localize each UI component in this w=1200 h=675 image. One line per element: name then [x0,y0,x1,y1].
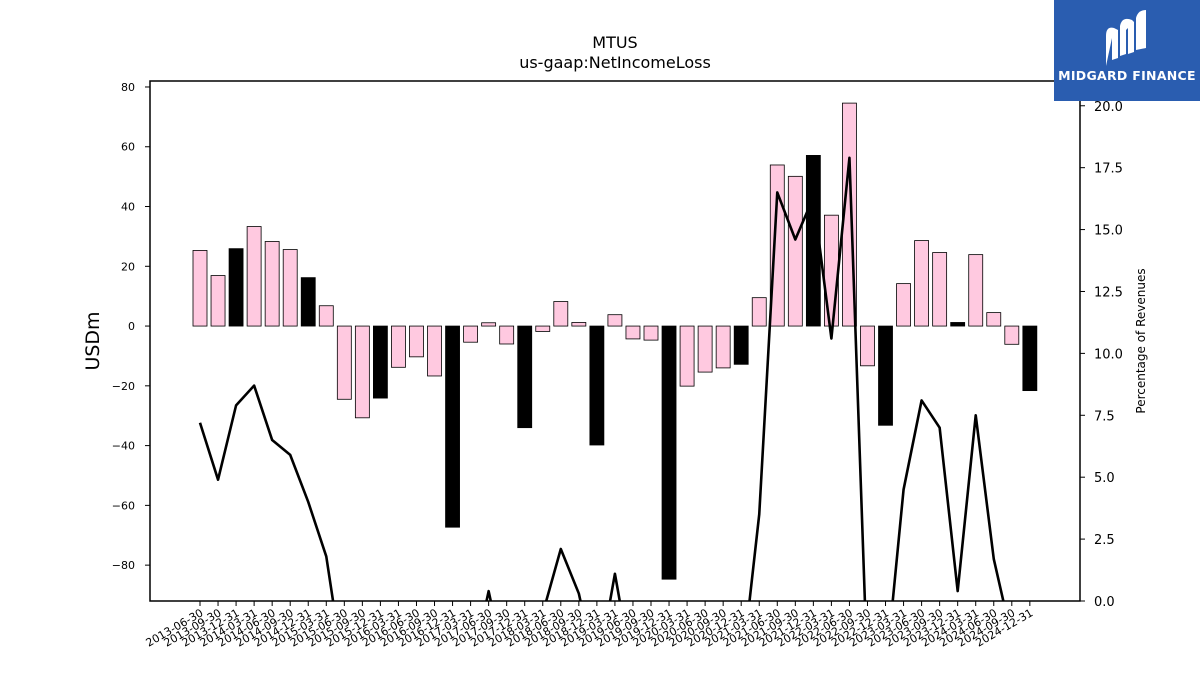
y-tick-label: −20 [112,380,135,393]
bar-2015-09-30 [354,325,370,419]
y-tick-label: −60 [112,499,135,512]
y2-tick-label: 7.5 [1094,409,1115,424]
y-tick-label: 40 [121,201,135,214]
y2-tick-label: 17.5 [1094,162,1123,177]
bar-2019-12-31 [661,325,677,580]
y2-tick-label: 5.0 [1094,471,1115,486]
bar-2018-06-30 [553,301,569,327]
y2-axis-label: Percentage of Revenues [1134,268,1148,413]
bar-2016-09-30 [427,325,442,377]
bar-2024-12-31 [1022,325,1038,392]
bar-2016-06-30 [409,325,424,358]
bar-2023-03-31 [896,283,911,327]
bar-2019-09-30 [643,325,659,341]
bar-2017-09-30 [499,325,515,345]
bar-2020-12-31 [733,325,749,365]
y2-tick-label: 15.0 [1094,224,1123,239]
y2-tick-label: 20.0 [1094,100,1123,115]
bar-2017-12-31 [517,325,533,429]
bar-2013-06-30 [192,250,208,327]
bar-2023-06-30 [914,240,929,327]
plot-frame [149,80,1081,602]
bar-2017-06-30 [481,322,497,327]
bar-2021-09-30 [787,175,803,327]
pct-revenue-line [198,156,1005,601]
bar-2019-03-31 [607,314,623,327]
y-tick-label: −80 [112,559,135,572]
bar-2023-12-31 [950,322,966,327]
y2-tick-label: 10.0 [1094,347,1123,362]
bar-2016-03-31 [391,325,406,368]
y2-tick-label: 12.5 [1094,285,1123,300]
bar-2020-06-30 [697,325,713,373]
bar-2022-09-30 [860,325,875,367]
bar-2017-03-31 [463,325,479,343]
bar-2014-03-31 [246,226,262,327]
bar-2018-03-31 [535,325,551,332]
y-tick-label: −40 [112,440,135,453]
bar-2024-03-31 [968,254,984,327]
logo-text: MIDGARD FINANCE [1058,68,1196,83]
y-tick-label: 20 [121,260,135,273]
bars-group [192,102,1038,580]
bar-2023-09-30 [932,252,948,327]
bar-2015-12-31 [372,325,388,399]
bar-2014-12-31 [300,277,316,327]
bar-2024-06-30 [986,312,1002,327]
chart-title: MTUS [592,33,637,52]
y-tick-label: 80 [121,81,135,94]
bar-2015-03-31 [318,305,334,327]
bar-2021-03-31 [751,297,767,327]
midgard-logo-icon [1106,10,1146,66]
chart-subtitle: us-gaap:NetIncomeLoss [519,53,711,72]
bar-2014-09-30 [282,249,298,327]
y-axis-label: USDm [82,311,104,370]
y2-tick-label: 2.5 [1094,533,1115,548]
bar-2015-06-30 [336,325,352,400]
bar-2014-06-30 [264,241,280,327]
brand-logo: MIDGARD FINANCE [1054,0,1200,101]
bar-2018-09-30 [571,322,587,327]
bar-2021-06-30 [769,164,785,327]
y2-tick-label: 0.0 [1094,595,1115,610]
bar-2018-12-31 [589,325,605,446]
bar-2013-09-30 [210,275,226,327]
bar-2021-12-31 [805,155,821,327]
y-tick-label: 60 [121,141,135,154]
bar-2019-06-30 [625,325,641,340]
bar-2013-12-31 [228,248,244,327]
bar-2022-12-31 [878,325,893,426]
line-group [198,156,1005,601]
bar-2016-12-31 [445,325,460,528]
axes-group: −80 −60 −40 −20 0 20 40 60 80 0.0 2.5 5.0 7.5 10.0 12.… [112,81,1123,650]
bar-2024-09-30 [1004,325,1020,345]
bar-2020-03-31 [679,325,695,387]
bar-2020-09-30 [715,325,731,369]
y-tick-label: 0 [128,320,135,333]
